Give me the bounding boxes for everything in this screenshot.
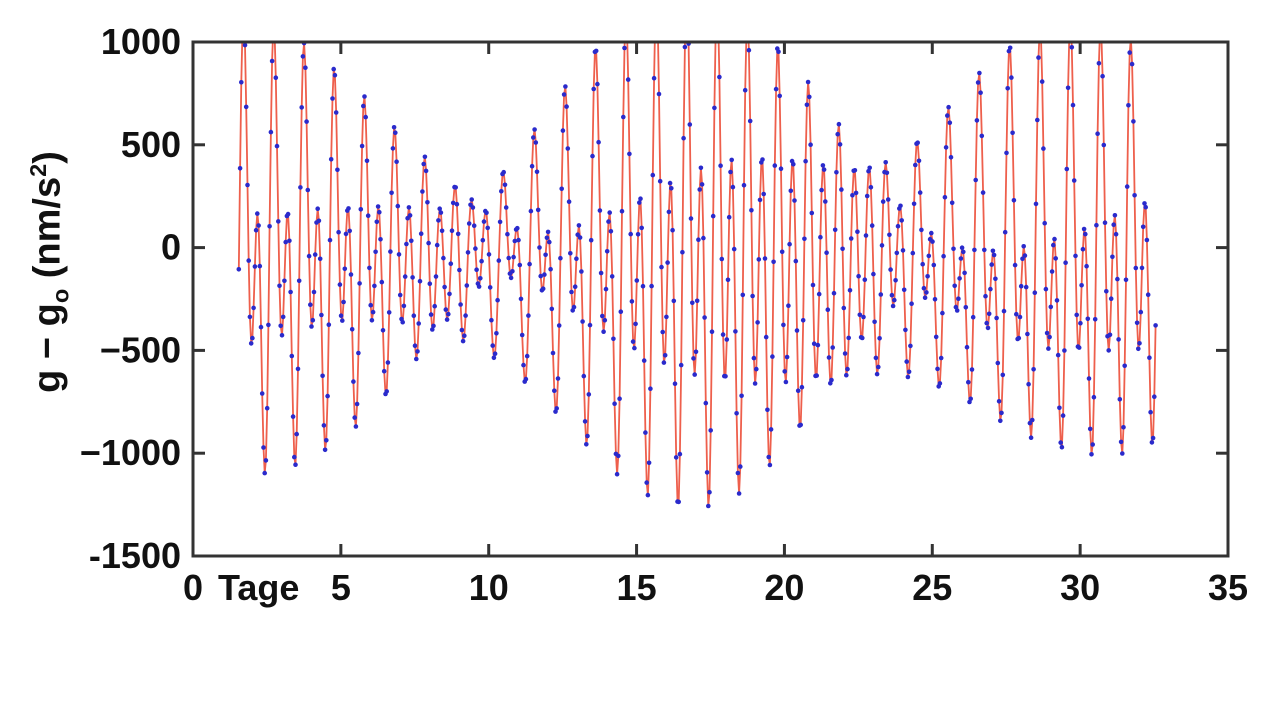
y-axis-label-units-close: ): [26, 151, 69, 164]
x-tick-label: 20: [764, 567, 804, 608]
tick-labels: 0 5 10 15 20 25 30 35 1000 500 0 −500 −1000 -1500 Tage: [80, 21, 1248, 608]
y-axis-label-superscript: 2: [25, 163, 51, 177]
y-tick-label: -1500: [89, 535, 181, 576]
y-tick-label: 500: [121, 124, 181, 165]
y-axis-label: g − go (nm/s2): [13, 112, 73, 432]
x-tick-label: 15: [617, 567, 657, 608]
data-series: [236, 42, 1158, 509]
y-tick-label: −500: [100, 329, 181, 370]
y-axis-label-units-open: (nm/s: [26, 176, 69, 289]
x-tick-label: 10: [469, 567, 509, 608]
x-tick-label: 25: [912, 567, 952, 608]
tick-marks: [191, 40, 1230, 558]
axes-box: [191, 40, 1230, 558]
signal-markers: [236, 42, 1158, 509]
x-axis-unit-label: Tage: [218, 567, 299, 608]
y-tick-label: −1000: [80, 432, 181, 473]
x-tick-label: 35: [1208, 567, 1248, 608]
y-axis-label-main: g − g: [26, 303, 69, 393]
y-tick-label: 0: [161, 227, 181, 268]
x-tick-label: 0: [183, 567, 203, 608]
x-tick-label: 30: [1060, 567, 1100, 608]
x-tick-label: 5: [331, 567, 351, 608]
y-axis-label-subscript: o: [47, 288, 74, 304]
y-tick-label: 1000: [101, 21, 181, 62]
